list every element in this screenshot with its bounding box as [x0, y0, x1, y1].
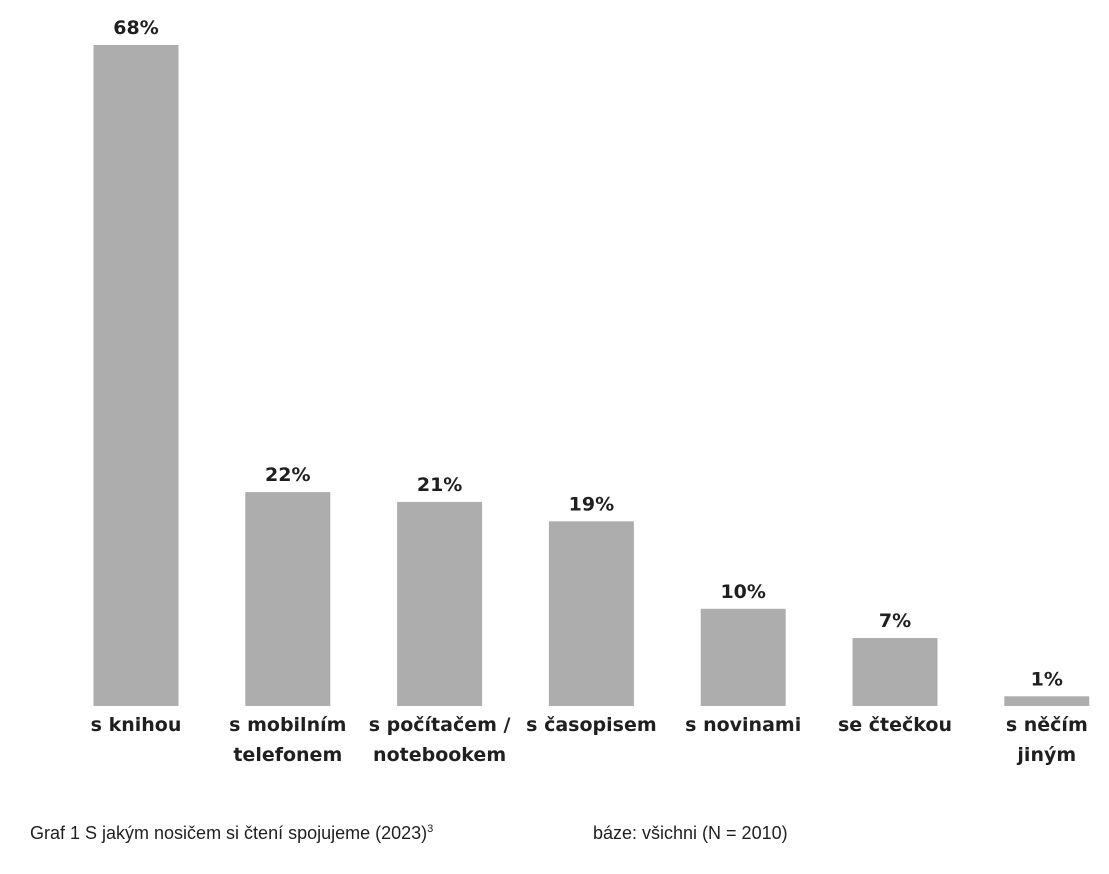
chart-caption-title: Graf 1 S jakým nosičem si čtení spojujem… — [30, 823, 428, 843]
bar-value-label: 7% — [879, 610, 911, 632]
category-label: s knihou — [91, 714, 182, 736]
bar-value-label: 21% — [417, 474, 462, 496]
category-label: telefonem — [233, 744, 342, 766]
chart-caption-footnote: 3 — [427, 823, 434, 835]
category-label: se čtečkou — [838, 714, 952, 736]
bar-1 — [93, 45, 179, 706]
category-label: s časopisem — [526, 714, 656, 736]
bar-value-label: 19% — [569, 493, 614, 515]
bar-4 — [548, 521, 634, 706]
chart-caption: Graf 1 S jakým nosičem si čtení spojujem… — [30, 823, 433, 844]
category-label: s mobilním — [229, 714, 346, 736]
category-label: s novinami — [685, 714, 801, 736]
chart-base-note: báze: všichni (N = 2010) — [593, 823, 788, 843]
bar-5 — [700, 608, 786, 706]
bar-value-label: 1% — [1031, 668, 1063, 690]
bar-7 — [1004, 696, 1090, 706]
bar-6 — [852, 638, 938, 706]
bar-value-label: 10% — [720, 581, 765, 603]
bar-value-label: 68% — [113, 17, 158, 39]
bar-value-label: 22% — [265, 464, 310, 486]
category-label: notebookem — [373, 744, 506, 766]
category-label: s něčím — [1006, 714, 1088, 736]
bar-3 — [397, 501, 483, 706]
category-label: s počítačem / — [369, 714, 511, 736]
bar-2 — [245, 492, 331, 706]
category-label: jiným — [1016, 744, 1076, 766]
